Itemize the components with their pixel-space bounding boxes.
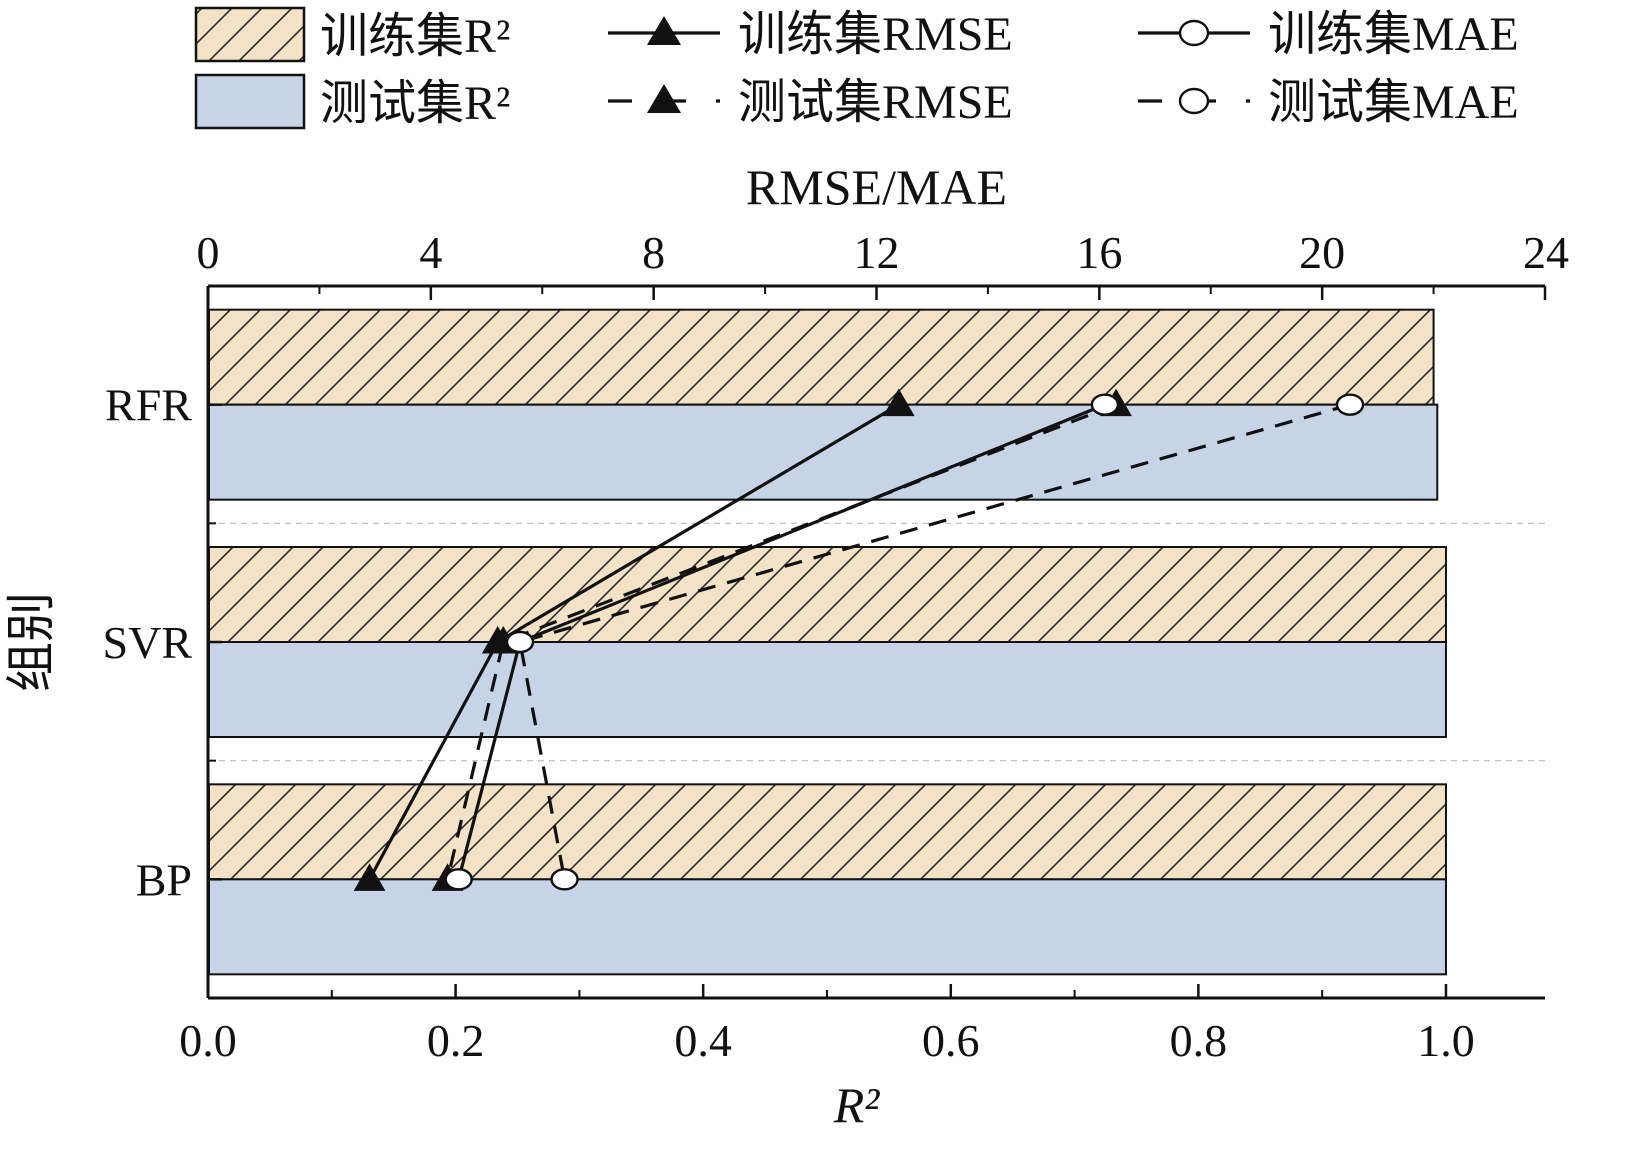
x-bottom-axis-title: R²: [833, 1077, 881, 1133]
x-bottom-tick-label: 0.0: [179, 1015, 237, 1066]
x-bottom-tick-label: 0.8: [1170, 1015, 1228, 1066]
x-bottom-tick-label: 0.2: [427, 1015, 485, 1066]
legend-label-test-mae: 测试集MAE: [1268, 76, 1519, 129]
y-axis-title: 组别: [3, 592, 59, 692]
legend-label-train-mae: 训练集MAE: [1268, 8, 1519, 61]
bar-test-r2-rfr: [208, 403, 1439, 501]
y-tick-label-bp: BP: [136, 854, 192, 905]
line-test-mae: [518, 403, 1351, 880]
y-tick-label-rfr: RFR: [105, 380, 192, 431]
legend-swatch-test-r2: [194, 73, 306, 130]
bar-train-r2-bp: [208, 783, 1447, 881]
marker-train-rmse-bp: [353, 863, 386, 891]
legend-label-test-rmse: 测试集RMSE: [738, 76, 1013, 129]
legend-marker-train-mae: [1178, 19, 1210, 47]
legend-marker-test-mae: [1178, 87, 1210, 115]
legend-label-train-r2: 训练集R²: [320, 10, 510, 63]
marker-test-mae-rfr: [1335, 393, 1365, 416]
marker-train-rmse-rfr: [882, 388, 915, 417]
x-top-axis-title: RMSE/MAE: [746, 159, 1007, 215]
x-top-tick-label: 12: [854, 227, 900, 278]
bar-train-r2-svr: [208, 546, 1447, 643]
x-top-tick-label: 16: [1076, 227, 1122, 278]
legend-marker-train-rmse: [647, 16, 681, 45]
marker-test-mae-svr: [505, 630, 535, 654]
legend-marker-test-rmse: [647, 84, 681, 113]
legend-swatch-train-r2: [194, 6, 306, 63]
x-top-tick-label: 4: [419, 227, 442, 278]
x-top-tick-label: 20: [1299, 227, 1345, 278]
plot-area: [208, 308, 1545, 976]
bar-test-r2-svr: [208, 641, 1447, 738]
axes: 0.0 0.2 0.4 0.6 0.8 1.0 R² 0 4 8 12 16 20 24 RMSE/MAE R…: [3, 159, 1569, 1133]
x-top-tick-label: 24: [1523, 227, 1569, 278]
x-bottom-tick-label: 1.0: [1417, 1015, 1475, 1066]
marker-test-mae-bp: [550, 868, 579, 891]
marker-train-mae-rfr: [1090, 393, 1120, 416]
x-bottom-tick-label: 0.6: [922, 1015, 980, 1066]
marker-train-mae-bp: [444, 868, 473, 891]
bar-train-r2-rfr: [208, 308, 1435, 406]
x-top-tick-label: 8: [642, 227, 665, 278]
legend: 训练集R² 测试集R² 训练集RMSE 测试集RMSE 训练集MAE 测试集MAE: [194, 6, 1519, 130]
legend-label-test-r2: 测试集R²: [320, 77, 510, 130]
y-tick-label-svr: SVR: [103, 617, 193, 668]
bar-test-r2-bp: [208, 878, 1447, 976]
legend-label-train-rmse: 训练集RMSE: [738, 8, 1013, 61]
x-top-tick-label: 0: [197, 227, 220, 278]
x-bottom-tick-label: 0.4: [674, 1015, 732, 1066]
